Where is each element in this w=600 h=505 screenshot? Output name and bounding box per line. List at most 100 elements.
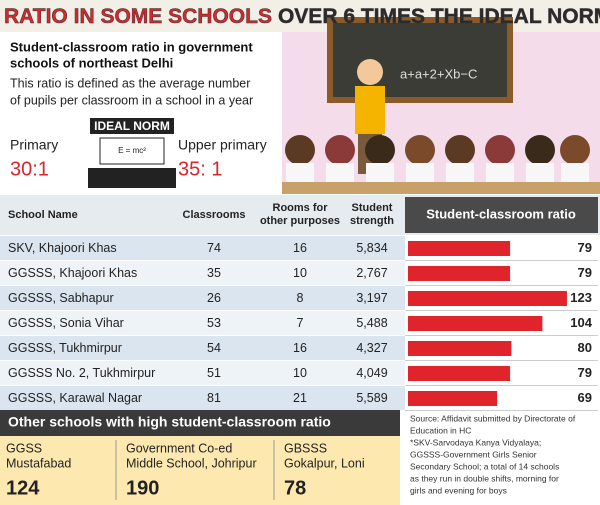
ratio-label: 79 bbox=[578, 265, 592, 280]
school-name: GGSSS, Sabhapur bbox=[8, 291, 114, 305]
student-body bbox=[286, 163, 314, 183]
strength: 4,049 bbox=[356, 366, 387, 380]
school-name: GGSSS, Sonia Vihar bbox=[8, 316, 124, 330]
ratio-bar bbox=[408, 366, 511, 381]
norm-board bbox=[99, 137, 165, 165]
upper-label: Upper primary bbox=[178, 137, 267, 153]
rooms: 8 bbox=[297, 291, 304, 305]
student-body bbox=[561, 163, 589, 183]
ratio-label: 79 bbox=[578, 365, 592, 380]
other-school-name: Middle School, Johripur bbox=[126, 456, 257, 470]
source-text: as they run in double shifts, morning fo… bbox=[410, 473, 559, 483]
source-text: *SKV-Sarvodaya Kanya Vidyalaya; bbox=[410, 437, 541, 447]
column-header-line: strength bbox=[350, 215, 394, 227]
source-text: Secondary School; a total of 14 schools bbox=[410, 461, 559, 471]
row-bg bbox=[0, 261, 405, 285]
classrooms: 26 bbox=[207, 291, 221, 305]
column-header: Student-classroom ratio bbox=[426, 206, 576, 221]
student-head bbox=[285, 135, 315, 165]
other-school-name: GGSS bbox=[6, 441, 42, 455]
student-head bbox=[325, 135, 355, 165]
school-name: SKV, Khajoori Khas bbox=[8, 241, 117, 255]
ratio-bar bbox=[408, 316, 543, 331]
student-body bbox=[406, 163, 434, 183]
classrooms: 53 bbox=[207, 316, 221, 330]
student-head bbox=[485, 135, 515, 165]
row-bg bbox=[0, 361, 405, 385]
board-text: a+a+2+Xb−C bbox=[400, 66, 477, 81]
student-body bbox=[446, 163, 474, 183]
student-body bbox=[366, 163, 394, 183]
rooms: 21 bbox=[293, 391, 307, 405]
rooms: 16 bbox=[293, 341, 307, 355]
classrooms: 54 bbox=[207, 341, 221, 355]
norm-title-bg bbox=[90, 118, 174, 134]
intro-heading: schools of northeast Delhi bbox=[10, 55, 173, 70]
school-name: GGSSS No. 2, Tukhmirpur bbox=[8, 366, 155, 380]
rooms: 7 bbox=[297, 316, 304, 330]
student-body bbox=[526, 163, 554, 183]
strength: 5,488 bbox=[356, 316, 387, 330]
ratio-label: 80 bbox=[578, 340, 592, 355]
source-text: Source: Affidavit submitted by Directora… bbox=[410, 413, 576, 423]
others-bg bbox=[0, 436, 400, 505]
column-header: Student strength bbox=[350, 202, 394, 227]
desk bbox=[282, 182, 600, 194]
school-name: GGSSS, Tukhmirpur bbox=[8, 341, 122, 355]
row-bg bbox=[0, 286, 405, 310]
intro-definition: This ratio is defined as the average num… bbox=[10, 76, 250, 90]
ratio-label: 69 bbox=[578, 390, 592, 405]
row-bg bbox=[0, 386, 405, 410]
school-name: GGSSS, Karawal Nagar bbox=[8, 391, 142, 405]
row-bg bbox=[0, 311, 405, 335]
intro-heading: Student-classroom ratio in government bbox=[10, 39, 253, 54]
source-text: girls and evening for boys bbox=[410, 485, 507, 495]
student-head bbox=[445, 135, 475, 165]
classrooms: 51 bbox=[207, 366, 221, 380]
norm-formula: E = mc² bbox=[118, 146, 146, 155]
rooms: 10 bbox=[293, 366, 307, 380]
classrooms: 74 bbox=[207, 241, 221, 255]
ratio-bar bbox=[408, 291, 567, 306]
student-head bbox=[525, 135, 555, 165]
column-header-line: Rooms for bbox=[273, 202, 329, 214]
rooms: 10 bbox=[293, 266, 307, 280]
student-head bbox=[560, 135, 590, 165]
upper-value: 35: 1 bbox=[178, 158, 222, 180]
other-ratio: 124 bbox=[6, 477, 40, 499]
ratio-bar bbox=[408, 241, 511, 256]
source-text: GGSSS-Government Girls Senior bbox=[410, 449, 537, 459]
title-part: OVER 6 TIMES THE IDEAL NORM bbox=[278, 5, 600, 28]
ratio-label: 123 bbox=[570, 290, 592, 305]
primary-label: Primary bbox=[10, 137, 58, 153]
title-part: RATIO IN SOME SCHOOLS bbox=[4, 5, 272, 28]
column-header-line: Student bbox=[352, 202, 393, 214]
row-bg bbox=[0, 336, 405, 360]
column-header-line: other purposes bbox=[260, 215, 340, 227]
others-title: Other schools with high student-classroo… bbox=[8, 414, 331, 430]
other-school-name: Mustafabad bbox=[6, 456, 71, 470]
norm-title: IDEAL NORM bbox=[94, 119, 170, 133]
student-body bbox=[326, 163, 354, 183]
student-head bbox=[365, 135, 395, 165]
rooms: 16 bbox=[293, 241, 307, 255]
ratio-header-bg bbox=[405, 197, 598, 233]
column-header: Classrooms bbox=[183, 209, 246, 221]
norm-students bbox=[88, 168, 176, 188]
column-header: School Name bbox=[8, 209, 78, 221]
teacher-body bbox=[355, 86, 385, 134]
other-school-name: GBSSS bbox=[284, 441, 327, 455]
primary-value: 30:1 bbox=[10, 158, 49, 180]
ratio-label: 104 bbox=[570, 315, 592, 330]
other-ratio: 190 bbox=[126, 477, 159, 499]
other-school-name: Government Co-ed bbox=[126, 441, 232, 455]
source-text: Education in HC bbox=[410, 425, 471, 435]
students bbox=[285, 135, 590, 183]
strength: 5,589 bbox=[356, 391, 387, 405]
student-body bbox=[486, 163, 514, 183]
student-head bbox=[405, 135, 435, 165]
ratio-bar bbox=[408, 266, 511, 281]
others-header-bg bbox=[0, 410, 400, 436]
classrooms: 81 bbox=[207, 391, 221, 405]
